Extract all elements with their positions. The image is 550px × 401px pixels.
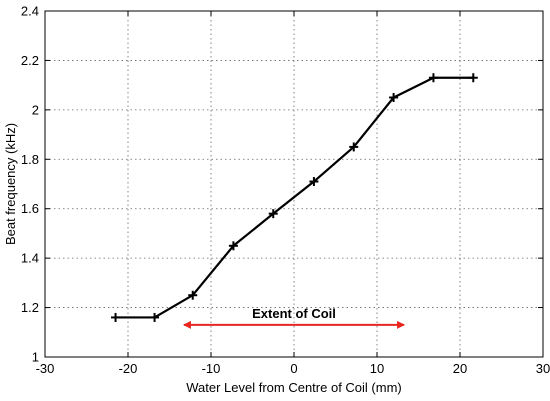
annotation-text: Extent of Coil (252, 306, 336, 321)
axes: -30 -20 -10 0 10 20 30 1 1.2 1.4 1.6 1.8 2 2.2 2.4 (21, 4, 550, 377)
data-point-marker (468, 73, 478, 83)
series-group (111, 73, 478, 322)
data-point-marker (309, 177, 319, 187)
grid (45, 11, 543, 357)
y-tick-label: 1.4 (21, 251, 39, 266)
x-tick-label: 20 (453, 361, 467, 376)
data-point-marker (349, 142, 359, 152)
y-tick-label: 1.6 (21, 201, 39, 216)
y-tick-label: 1.8 (21, 152, 39, 167)
x-tick-label: 10 (370, 361, 384, 376)
data-point-marker (111, 312, 121, 322)
x-tick-label: -20 (119, 361, 138, 376)
x-tick-label: -10 (202, 361, 221, 376)
x-tick-label: 0 (290, 361, 297, 376)
y-tick-label: 1 (32, 350, 39, 365)
x-tick-label: 30 (536, 361, 550, 376)
data-point-marker (150, 312, 160, 322)
data-point-marker (268, 209, 278, 219)
annotation-group: Extent of Coil (182, 306, 406, 329)
data-point-marker (428, 73, 438, 83)
series-line (115, 76, 474, 319)
data-point-marker (188, 290, 198, 300)
x-axis-label: Water Level from Centre of Coil (mm) (186, 380, 402, 395)
y-tick-label: 2.4 (21, 4, 39, 19)
data-point-marker (389, 93, 399, 102)
y-axis-label: Beat frequency (kHz) (3, 123, 18, 245)
y-tick-label: 1.2 (21, 300, 39, 315)
y-tick-label: 2 (32, 102, 39, 117)
y-tick-label: 2.2 (21, 53, 39, 68)
data-point-marker (228, 241, 238, 251)
x-tick-label: -30 (36, 361, 55, 376)
